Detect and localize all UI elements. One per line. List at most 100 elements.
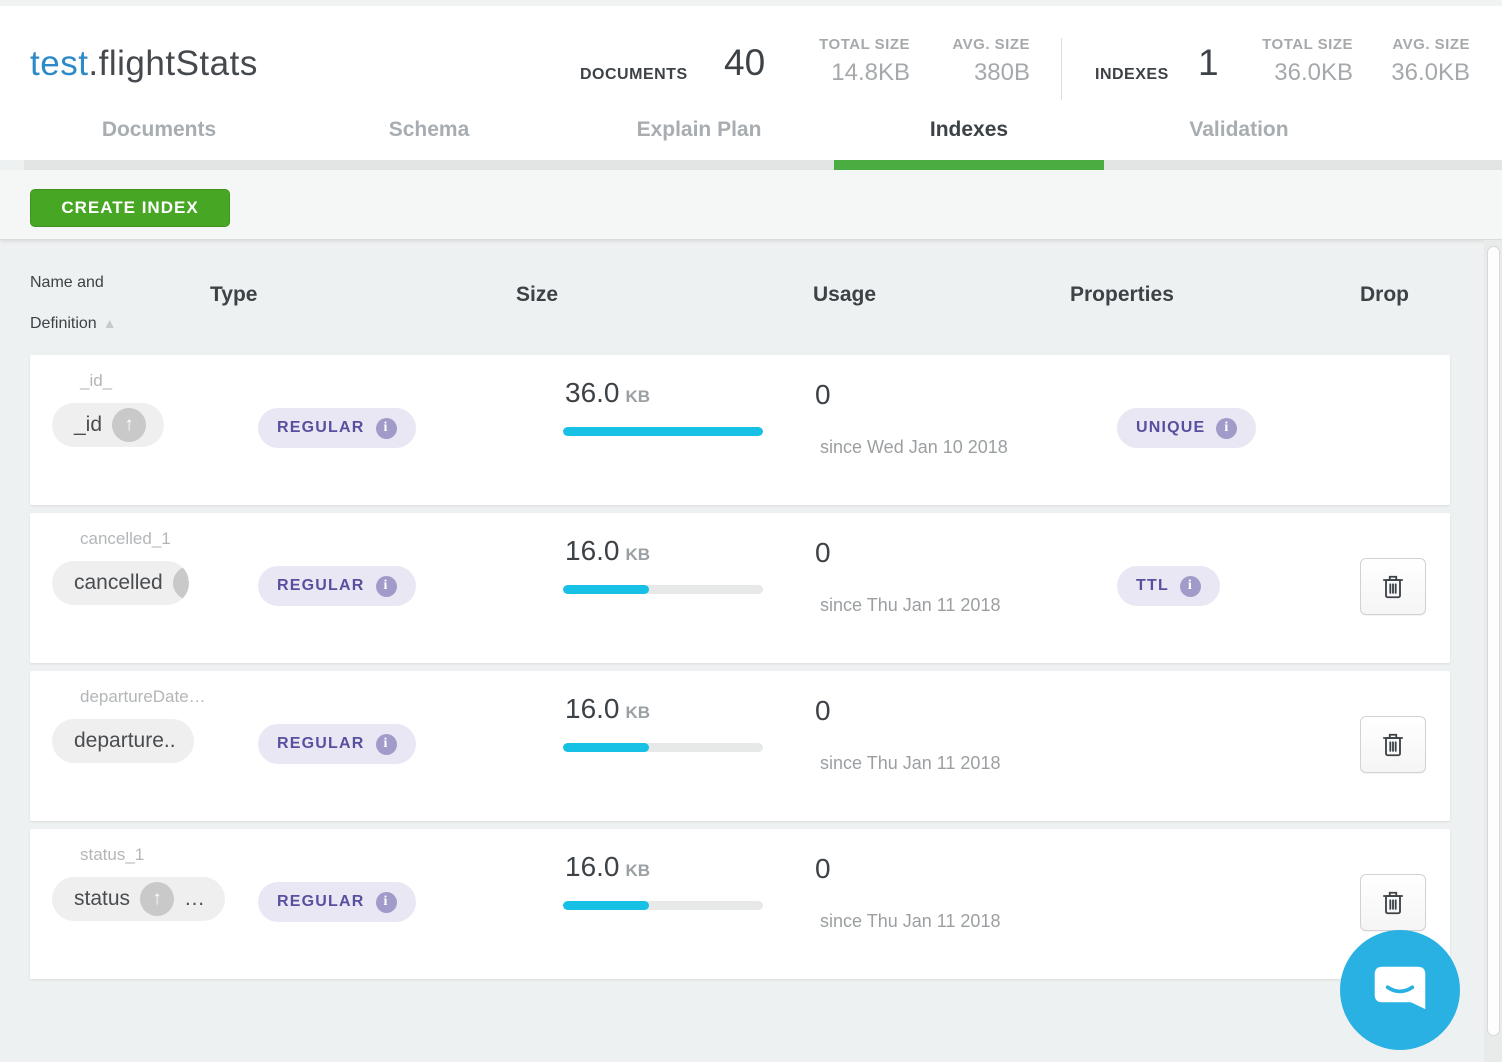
column-header-name-definition[interactable]: Name and Definition ▲ [30, 263, 188, 344]
sort-ascending-icon: ▲ [102, 315, 117, 331]
collection-header: test.flightStats DOCUMENTS 40 TOTAL SIZE… [0, 0, 1502, 170]
index-name: status_1 [80, 845, 145, 864]
index-name: departureDate… [80, 687, 206, 706]
index-size-unit: KB [625, 861, 651, 880]
info-icon[interactable]: i [1179, 575, 1201, 597]
info-icon[interactable]: i [375, 575, 397, 597]
index-row: cancelled_1 cancelled ↑ REGULAR i 16.0 KB… [30, 513, 1450, 663]
index-field-name: _id [74, 413, 103, 436]
info-icon[interactable]: i [375, 733, 397, 755]
index-size: 36.0 KB [565, 377, 650, 409]
index-row: status_1 status ↑ … REGULAR i 16.0 KB 0 s… [30, 829, 1450, 979]
indexes-stat-value: 1 [1198, 42, 1219, 83]
index-type-label: REGULAR [277, 577, 365, 594]
size-progress-bar [563, 427, 763, 436]
info-icon[interactable]: i [375, 891, 397, 913]
size-progress-fill [563, 427, 763, 436]
index-size-unit: KB [625, 545, 651, 564]
total-size-label: TOTAL SIZE [819, 36, 910, 53]
index-field-pill: _id ↑ [52, 403, 165, 447]
index-size: 16.0 KB [565, 535, 650, 567]
tab-label: Documents [101, 118, 217, 141]
info-icon[interactable]: i [375, 417, 397, 439]
index-size: 16.0 KB [565, 693, 650, 725]
size-progress-bar [563, 585, 763, 594]
tab-label: Validation [1189, 118, 1289, 141]
index-field-name: status [74, 887, 131, 910]
index-size-value: 36.0 [565, 377, 620, 408]
index-name: cancelled_1 [80, 529, 171, 548]
create-index-button[interactable]: CREATE INDEX [30, 189, 230, 227]
index-name: _id_ [80, 371, 113, 390]
column-header-properties: Properties [1070, 283, 1174, 306]
index-field-name: departure.. [74, 729, 176, 752]
avg-size-label: AVG. SIZE [952, 36, 1030, 53]
tab-label: Schema [388, 118, 470, 141]
pill-ellipsis: … [184, 887, 208, 910]
tab-underline-track [24, 160, 1502, 170]
ascending-arrow-icon: ↑ [172, 566, 189, 600]
size-progress-fill [563, 585, 649, 594]
total-size-value: 36.0KB [1274, 59, 1353, 86]
avg-size-value: 36.0KB [1391, 59, 1470, 86]
trash-icon [1382, 733, 1404, 756]
index-table-header: Name and Definition ▲ Type Size Usage Pro… [0, 250, 1502, 355]
index-field-pill: status ↑ … [52, 877, 226, 921]
indexes-stat-label: INDEXES [1095, 66, 1169, 83]
indexes-avg-size-stat: AVG. SIZE 36.0KB [1365, 36, 1470, 87]
index-type-badge: REGULAR i [258, 566, 416, 606]
collection-namespace: test.flightStats [30, 44, 258, 84]
indexes-toolbar: CREATE INDEX [0, 170, 1502, 240]
index-type-label: REGULAR [277, 893, 365, 910]
total-size-label: TOTAL SIZE [1262, 36, 1353, 53]
drop-index-button[interactable] [1360, 874, 1426, 931]
index-type-badge: REGULAR i [258, 882, 416, 922]
index-field-name: cancelled [74, 571, 163, 594]
tab-validation[interactable]: Validation [1104, 118, 1374, 170]
chat-bubble-icon [1374, 966, 1426, 1010]
indexes-total-size-stat: TOTAL SIZE 36.0KB [1233, 36, 1353, 87]
usage-since: since Thu Jan 11 2018 [820, 753, 1001, 773]
tab-label: Indexes [929, 118, 1009, 141]
index-type-badge: REGULAR i [258, 408, 416, 448]
scrollbar-thumb[interactable] [1487, 246, 1500, 1036]
tab-indexes[interactable]: Indexes [834, 118, 1104, 170]
property-badge: TTL i [1117, 566, 1220, 606]
window-top-edge [0, 0, 1502, 6]
index-row: _id_ _id ↑ REGULAR i 36.0 KB 0 since Wed … [30, 355, 1450, 505]
info-icon[interactable]: i [1216, 417, 1238, 439]
usage-since: since Thu Jan 11 2018 [820, 911, 1001, 931]
drop-index-button[interactable] [1360, 558, 1426, 615]
index-field-pill: cancelled ↑ [52, 561, 189, 605]
usage-since: since Wed Jan 10 2018 [820, 437, 1008, 457]
drop-index-button[interactable] [1360, 716, 1426, 773]
tab-schema[interactable]: Schema [294, 118, 564, 170]
total-size-value: 14.8KB [831, 59, 910, 86]
avg-size-label: AVG. SIZE [1392, 36, 1470, 53]
index-size-unit: KB [625, 703, 651, 722]
column-header-drop: Drop [1360, 283, 1409, 306]
avg-size-value: 380B [973, 59, 1030, 86]
documents-total-size-stat: TOTAL SIZE 14.8KB [788, 36, 910, 87]
tab-label: Explain Plan [636, 118, 762, 141]
usage-since: since Thu Jan 11 2018 [820, 595, 1001, 615]
index-size-unit: KB [625, 387, 651, 406]
tab-documents[interactable]: Documents [24, 118, 294, 170]
documents-avg-size-stat: AVG. SIZE 380B [925, 36, 1030, 87]
index-size-value: 16.0 [565, 535, 620, 566]
usage-count: 0 [815, 695, 831, 726]
usage-count: 0 [815, 853, 831, 884]
tab-explain-plan[interactable]: Explain Plan [564, 118, 834, 170]
collection-name: flightStats [98, 44, 258, 83]
index-type-label: REGULAR [277, 419, 365, 436]
support-chat-button[interactable] [1340, 930, 1460, 1050]
index-type-badge: REGULAR i [258, 724, 416, 764]
collection-tabs: Documents Schema Explain Plan Indexes Valida… [24, 118, 1374, 170]
active-tab-underline [834, 160, 1104, 170]
database-name: test [30, 44, 89, 83]
trash-icon [1382, 575, 1404, 598]
index-row: departureDate… departure.. REGULAR i 16.… [30, 671, 1450, 821]
size-progress-bar [563, 901, 763, 910]
index-type-label: REGULAR [277, 735, 365, 752]
